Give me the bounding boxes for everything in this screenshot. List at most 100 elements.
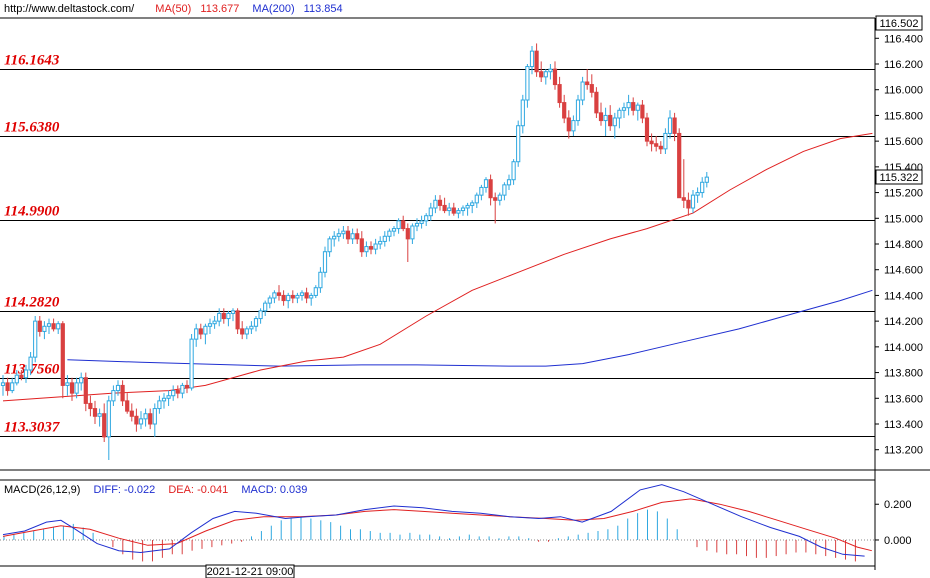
candle-body [51,323,56,330]
ma50-value: 113.677 [200,3,239,15]
candle-body [621,107,627,111]
price-tick-label: 113.200 [884,445,923,457]
candle-body [74,382,79,394]
candle-body [644,117,650,142]
price-tick-label: 114.800 [884,239,923,251]
candle-body [28,356,33,371]
candle-body [493,197,498,201]
candle-body [695,192,700,196]
candle-body [235,310,240,330]
candle-body [46,323,52,327]
candle-body [516,125,521,163]
candle-body [552,68,558,86]
candle-body [299,292,305,296]
candle-body [497,194,502,201]
candle-body [341,230,346,235]
candle-body [184,384,190,389]
time-cursor-label: 2021-12-21 09:00 [207,566,294,578]
candle-body [428,207,433,217]
candle-body [612,117,617,127]
candlestick-series [0,43,709,460]
candle-body [102,413,107,438]
candle-body [451,207,456,214]
candle-body [681,197,686,201]
candle-body [529,50,535,68]
candle-body [456,210,461,214]
candle-body [138,418,144,425]
candle-body [608,114,613,127]
price-tick-label: 114.400 [884,290,923,302]
top-price-box: 116.502 [875,15,923,31]
candle-body [667,117,673,134]
candle-body [203,325,208,335]
candle-body [309,294,314,299]
candle-body [401,220,406,230]
candle-body [437,199,443,206]
candle-body [281,294,286,302]
candle-body [364,246,369,253]
price-tick-label: 114.200 [884,316,923,328]
candle-body [221,312,226,320]
price-tick-label: 116.400 [884,33,923,45]
candle-body [42,325,47,332]
dea-label: DEA: [168,484,194,496]
candle-body [580,81,585,101]
price-tick-label: 115.800 [884,110,923,122]
candle-body [276,292,282,296]
candle-body [700,181,705,194]
candle-body [368,246,374,250]
candle-body [189,338,194,389]
candle-body [635,104,640,111]
candle-body [465,204,470,209]
candle-body [56,323,61,330]
candle-body [548,68,553,73]
candle-body [585,81,590,86]
candle-body [171,390,176,397]
candle-body [566,117,571,132]
candle-body [336,233,341,237]
candle-body [106,400,111,438]
candle-body [359,238,364,253]
candle-body [322,251,328,273]
candle-body [658,145,663,150]
candle-body [207,323,213,327]
candle-body [194,328,199,340]
candle-body [598,112,604,122]
candle-body [649,140,654,145]
candle-body [0,382,6,386]
level-lines: 116.1643115.6380114.9900114.2820113.7560… [0,53,875,437]
dea-value: -0.041 [197,484,228,496]
candle-body [79,377,84,384]
price-tick-label: 115.600 [884,136,923,148]
candle-body [313,287,318,296]
candle-body [483,179,489,188]
diff-line [2,484,865,557]
candle-body [626,102,631,109]
candle-body [654,143,659,147]
ma200-line [67,289,873,367]
candle-body [19,374,24,379]
candle-body [488,179,493,199]
ma200-value: 113.854 [304,3,343,15]
site-url: http://www.deltastock.com/ [4,3,135,15]
macd-lines [2,484,872,557]
candle-body [134,415,139,425]
candle-body [520,99,525,127]
macd-value: 0.039 [280,484,308,496]
level-label: 114.2820 [4,295,60,311]
candle-body [10,382,15,392]
price-tick-label: 113.400 [884,419,923,431]
candle-body [23,369,29,379]
candle-body [327,238,332,253]
price-tick-label: 114.000 [884,342,923,354]
candle-body [470,202,475,206]
candle-body [672,117,677,134]
candle-body [543,71,548,78]
candle-body [589,84,594,93]
macd-tick-label: 0.000 [884,535,912,547]
candle-body [460,207,466,212]
price-tick-label: 116.000 [884,85,923,97]
candle-body [92,408,98,417]
candle-body [148,413,153,425]
candle-body [391,228,397,232]
